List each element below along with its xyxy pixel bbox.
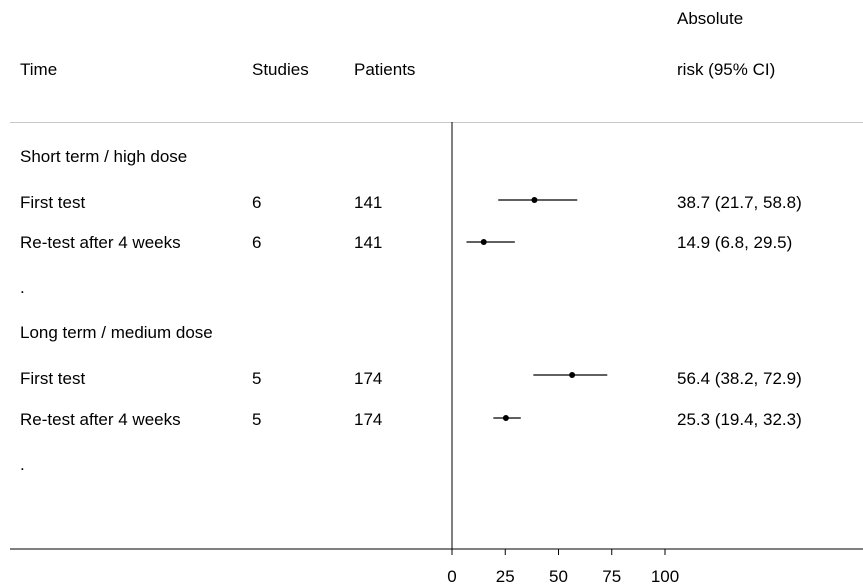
row-estimate: 25.3 (19.4, 32.3) [677, 410, 802, 429]
spacer-dot: . [20, 278, 25, 297]
row-label: First test [20, 193, 86, 212]
point-estimate [480, 239, 487, 245]
row-studies: 6 [252, 233, 262, 252]
row-label: Re-test after 4 weeks [20, 233, 181, 252]
row-studies: 6 [252, 193, 262, 212]
row-label: Re-test after 4 weeks [20, 410, 181, 429]
point-estimate [531, 197, 538, 203]
row-label: First test [20, 369, 86, 388]
row-patients: 141 [354, 233, 383, 252]
x-tick-label: 50 [549, 567, 568, 585]
x-tick-label: 25 [496, 567, 515, 585]
row-estimate: 14.9 (6.8, 29.5) [677, 233, 793, 252]
spacer-dot: . [20, 455, 25, 474]
row-studies: 5 [252, 410, 262, 429]
header-risk-line1: Absolute [677, 9, 744, 28]
header-risk-line2: risk (95% CI) [677, 60, 776, 79]
header-divider [10, 122, 863, 123]
header-time: Time [20, 60, 58, 79]
row-estimate: 56.4 (38.2, 72.9) [677, 369, 802, 388]
group-label: Long term / medium dose [20, 323, 213, 342]
point-estimate [502, 415, 509, 421]
group-label: Short term / high dose [20, 147, 188, 166]
x-tick-label: 75 [602, 567, 621, 585]
row-patients: 174 [354, 369, 383, 388]
row-studies: 5 [252, 369, 262, 388]
header-studies: Studies [252, 60, 309, 79]
header-patients: Patients [354, 60, 416, 79]
row-patients: 141 [354, 193, 383, 212]
row-estimate: 38.7 (21.7, 58.8) [677, 193, 802, 212]
row-patients: 174 [354, 410, 383, 429]
x-tick-label: 100 [651, 567, 679, 585]
point-estimate [569, 372, 576, 378]
x-tick-label: 0 [447, 567, 456, 585]
